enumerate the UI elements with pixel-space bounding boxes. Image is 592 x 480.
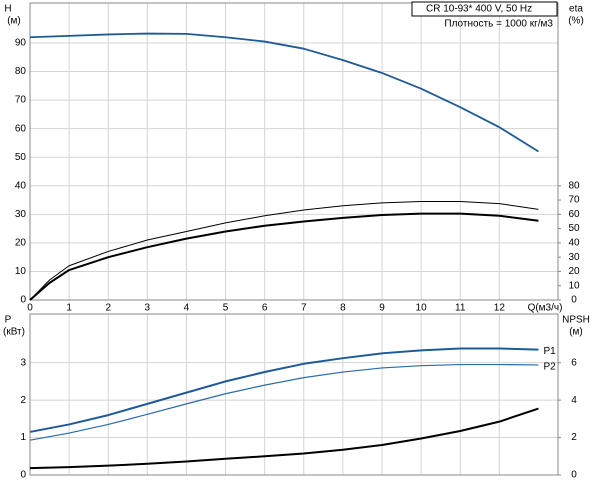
plot-frame bbox=[29, 2, 559, 301]
y2-tick-label: 60 bbox=[568, 209, 580, 220]
y2-tick-label: 10 bbox=[568, 280, 580, 291]
x-tick-label: 2 bbox=[105, 303, 111, 314]
y-tick-label: 10 bbox=[15, 266, 27, 277]
y-tick-label: 0 bbox=[20, 295, 26, 306]
y-axis-unit: (кВт) bbox=[3, 327, 25, 338]
curve bbox=[29, 200, 539, 301]
x-tick-label: 7 bbox=[301, 303, 307, 314]
pump-model: CR 10-9 bbox=[426, 4, 464, 15]
y-tick-label: 0 bbox=[20, 470, 26, 480]
y2-tick-label: 50 bbox=[568, 223, 580, 234]
plot-frame bbox=[29, 313, 559, 476]
x-tick-label: 1 bbox=[66, 303, 72, 314]
y2-tick-label: 30 bbox=[568, 252, 580, 263]
x-tick-label: 6 bbox=[262, 303, 268, 314]
y2-axis-unit: (%) bbox=[568, 16, 584, 27]
curve bbox=[29, 212, 539, 301]
curve bbox=[29, 407, 539, 470]
curve bbox=[29, 347, 539, 433]
curve bbox=[29, 363, 539, 441]
x-tick-label: 12 bbox=[494, 303, 506, 314]
y-tick-label: 20 bbox=[15, 238, 27, 249]
info-box bbox=[411, 1, 558, 17]
y2-tick-label: 40 bbox=[568, 238, 580, 249]
x-tick-label: 9 bbox=[379, 303, 385, 314]
y-tick-label: 40 bbox=[15, 180, 27, 191]
power-supply: 3* 400 V, 50 Hz bbox=[463, 4, 532, 15]
y-tick-label: 50 bbox=[15, 152, 27, 163]
y-tick-label: 2 bbox=[20, 395, 26, 406]
y2-tick-label: 70 bbox=[568, 195, 580, 206]
y2-tick-label: 4 bbox=[571, 395, 577, 406]
y2-axis-label: NPSH bbox=[562, 315, 590, 326]
y2-tick-label: 80 bbox=[568, 180, 580, 191]
y-axis-label: H bbox=[4, 4, 11, 15]
x-tick-label: 10 bbox=[416, 303, 428, 314]
y-tick-label: 70 bbox=[15, 95, 27, 106]
y2-tick-label: 6 bbox=[571, 357, 577, 368]
x-tick-label: 4 bbox=[184, 303, 190, 314]
y-tick-label: 3 bbox=[20, 357, 26, 368]
y2-tick-label: 0 bbox=[571, 470, 577, 480]
y2-axis-label: eta bbox=[569, 4, 583, 15]
y-tick-label: 30 bbox=[15, 209, 27, 220]
curve-label: P1 bbox=[543, 346, 556, 357]
x-tick-label: 3 bbox=[145, 303, 151, 314]
x-axis-label: Q(м3/ч) bbox=[528, 303, 563, 314]
x-tick-label: 11 bbox=[455, 303, 466, 314]
y-tick-label: 90 bbox=[15, 38, 27, 49]
x-tick-label: 5 bbox=[223, 303, 229, 314]
y2-tick-label: 2 bbox=[571, 432, 577, 443]
y-axis-label: P bbox=[5, 315, 12, 326]
y2-tick-label: 0 bbox=[571, 295, 577, 306]
y-tick-label: 1 bbox=[20, 432, 26, 443]
y-tick-label: 80 bbox=[15, 66, 27, 77]
y2-tick-label: 20 bbox=[568, 266, 580, 277]
y-tick-label: 60 bbox=[15, 123, 27, 134]
x-tick-label: 0 bbox=[27, 303, 33, 314]
curve-label: P2 bbox=[543, 362, 556, 373]
curve bbox=[29, 32, 539, 153]
x-tick-label: 8 bbox=[340, 303, 346, 314]
y2-axis-unit: (м) bbox=[569, 327, 583, 338]
y-axis-unit: (м) bbox=[7, 16, 21, 27]
density: Плотность = 1000 кг/м3 bbox=[444, 19, 553, 30]
